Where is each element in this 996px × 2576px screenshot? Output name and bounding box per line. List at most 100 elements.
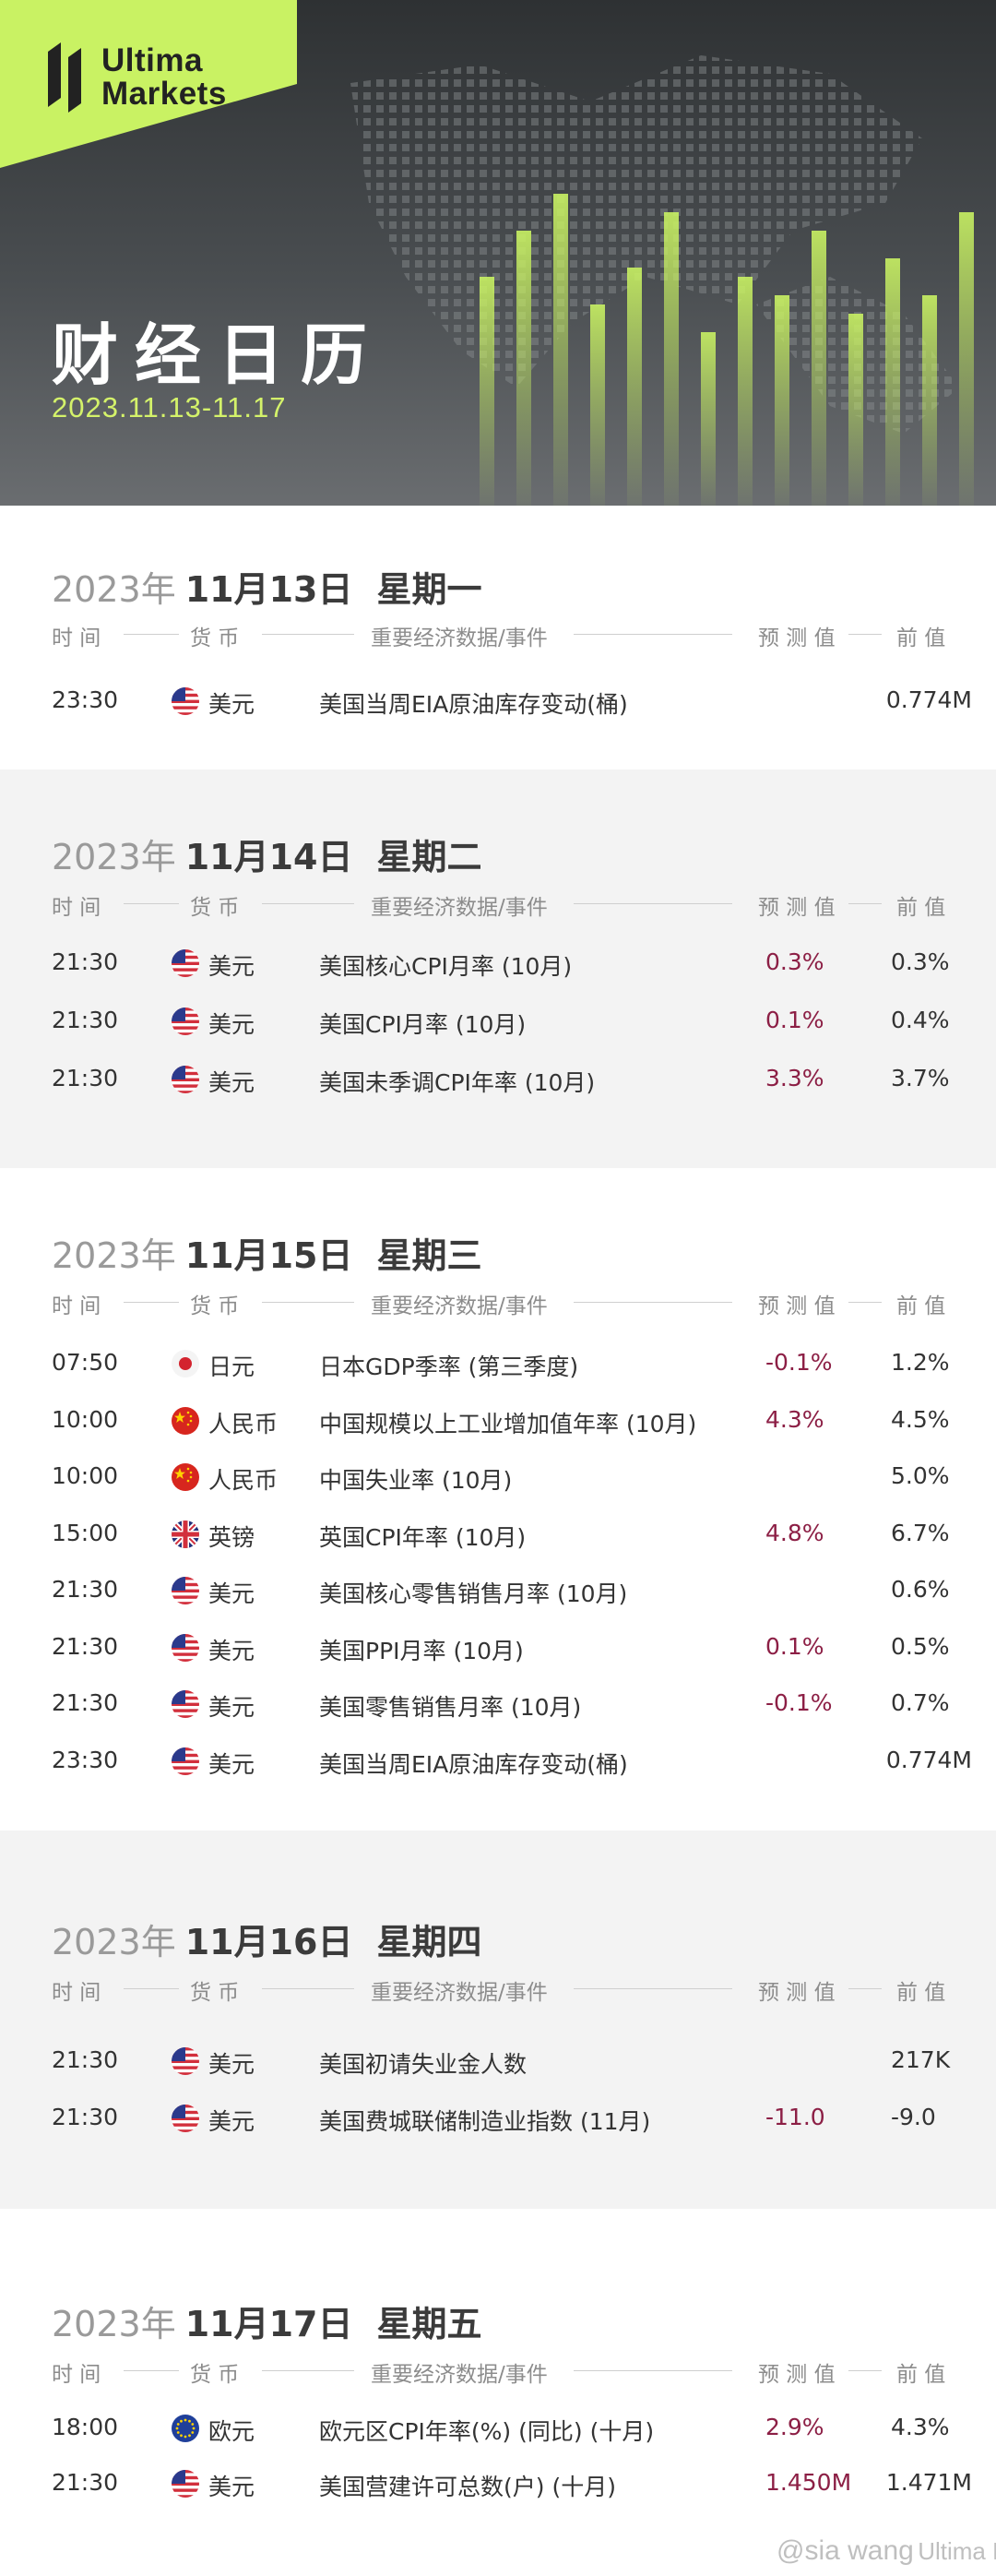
- china-flag-icon: [172, 1463, 199, 1491]
- uk-flag-icon: [172, 1520, 199, 1548]
- event-time: 21:30: [52, 1576, 119, 1603]
- event-currency: 英镑: [208, 1523, 255, 1551]
- day-date: 11月15日: [184, 1235, 353, 1276]
- event-row: 07:50 日元 日本GDP季率 (第三季度) -0.1% 1.2%: [0, 1345, 996, 1382]
- event-name: 美国未季调CPI年率 (10月): [319, 1069, 596, 1096]
- day-date: 11月14日: [184, 837, 353, 877]
- event-name: 美国PPI月率 (10月): [319, 1637, 524, 1664]
- event-forecast: 4.8%: [765, 1519, 824, 1546]
- header-background-chart: [350, 55, 974, 506]
- col-time: 时 间: [52, 896, 101, 920]
- us-flag-icon: [172, 2470, 199, 2498]
- event-time: 21:30: [52, 2104, 119, 2130]
- event-time: 15:00: [52, 1519, 119, 1546]
- event-previous: 0.6%: [891, 1576, 950, 1603]
- event-forecast: 4.3%: [765, 1405, 824, 1433]
- event-time: 23:30: [52, 686, 119, 713]
- event-previous: 0.5%: [891, 1632, 950, 1660]
- event-currency: 美元: [208, 953, 255, 980]
- event-forecast: 0.1%: [765, 1007, 824, 1033]
- col-event: 重要经济数据/事件: [371, 2363, 548, 2387]
- event-name: 美国核心CPI月率 (10月): [319, 953, 573, 980]
- event-currency: 人民币: [208, 1410, 279, 1437]
- event-name: 日本GDP季率 (第三季度): [319, 1354, 579, 1380]
- day-weekday: 星期二: [376, 837, 482, 877]
- col-event: 重要经济数据/事件: [371, 626, 548, 650]
- day-section: [0, 769, 996, 1168]
- col-previous: 前 值: [896, 2363, 946, 2387]
- day-heading: 2023年 11月17日 星期五: [52, 2296, 482, 2346]
- event-currency: 美元: [208, 1637, 255, 1664]
- event-time: 21:30: [52, 1007, 119, 1033]
- event-previous: 3.7%: [891, 1065, 950, 1091]
- event-name: 中国失业率 (10月): [319, 1467, 513, 1494]
- day-weekday: 星期四: [376, 1922, 482, 1962]
- us-flag-icon: [172, 1066, 199, 1093]
- event-row: 21:30 美元 美国核心零售销售月率 (10月) 0.6%: [0, 1572, 996, 1609]
- event-time: 07:50: [52, 1349, 119, 1376]
- us-flag-icon: [172, 1008, 199, 1035]
- event-row: 21:30 美元 美国费城联储制造业指数 (11月) -11.0 -9.0: [0, 2100, 996, 2137]
- column-header: 时 间 货 币 重要经济数据/事件 预 测 值 前 值: [0, 1974, 996, 2005]
- event-currency: 美元: [208, 2474, 255, 2500]
- col-forecast: 预 测 值: [758, 896, 836, 920]
- event-previous: 6.7%: [891, 1519, 950, 1546]
- col-currency: 货 币: [190, 1294, 240, 1318]
- event-row: 21:30 美元 美国营建许可总数(户) (十月) 1.450M 1.471M: [0, 2465, 996, 2502]
- col-time: 时 间: [52, 626, 101, 650]
- day-heading: 2023年 11月15日 星期三: [52, 1227, 482, 1278]
- event-currency: 美元: [208, 691, 255, 718]
- event-name: 英国CPI年率 (10月): [319, 1523, 527, 1551]
- col-event: 重要经济数据/事件: [371, 896, 548, 920]
- event-row: 15:00 英镑 英国CPI年率 (10月) 4.8% 6.7%: [0, 1516, 996, 1553]
- brand-mark-icon: [48, 42, 81, 113]
- event-previous: 5.0%: [891, 1462, 950, 1489]
- event-currency: 美元: [208, 2108, 255, 2135]
- day-heading: 2023年 11月13日 星期一: [52, 561, 482, 612]
- us-flag-icon: [172, 1690, 199, 1718]
- event-row: 21:30 美元 美国核心CPI月率 (10月) 0.3% 0.3%: [0, 945, 996, 982]
- event-currency: 美元: [208, 1750, 255, 1778]
- event-currency: 欧元: [208, 2418, 255, 2445]
- event-row: 10:00 人民币 中国规模以上工业增加值年率 (10月) 4.3% 4.5%: [0, 1402, 996, 1439]
- day-weekday: 星期一: [376, 569, 482, 610]
- event-name: 欧元区CPI年率(%) (同比) (十月): [319, 2418, 655, 2445]
- us-flag-icon: [172, 949, 199, 977]
- event-previous: -9.0: [891, 2104, 936, 2130]
- date-range: 2023.11.13-11.17: [52, 391, 287, 423]
- event-previous: 0.774M: [885, 1746, 972, 1773]
- us-flag-icon: [172, 2047, 199, 2075]
- col-currency: 货 币: [190, 2363, 240, 2387]
- day-date: 11月17日: [184, 2304, 353, 2344]
- event-row: 23:30 美元 美国当周EIA原油库存变动(桶) 0.774M: [0, 683, 996, 720]
- event-time: 21:30: [52, 1065, 119, 1091]
- page-title: 财经日历: [52, 316, 385, 394]
- col-time: 时 间: [52, 1294, 101, 1318]
- day-heading: 2023年 11月16日 星期四: [52, 1914, 482, 1964]
- event-time: 23:30: [52, 1746, 119, 1773]
- event-previous: 0.3%: [891, 948, 950, 975]
- event-currency: 日元: [208, 1354, 255, 1380]
- event-forecast: -11.0: [765, 2104, 825, 2130]
- event-previous: 1.471M: [885, 2469, 972, 2496]
- col-time: 时 间: [52, 2363, 101, 2387]
- col-forecast: 预 测 值: [758, 1294, 836, 1318]
- event-currency: 人民币: [208, 1467, 279, 1494]
- col-event: 重要经济数据/事件: [371, 1981, 548, 2005]
- us-flag-icon: [172, 2105, 199, 2132]
- day-weekday: 星期五: [376, 2304, 482, 2344]
- column-header: 时 间 货 币 重要经济数据/事件 预 测 值 前 值: [0, 1288, 996, 1318]
- event-forecast: 2.9%: [765, 2414, 824, 2440]
- event-forecast: 1.450M: [765, 2469, 852, 2496]
- us-flag-icon: [172, 1633, 199, 1662]
- event-currency: 美元: [208, 2051, 255, 2078]
- event-currency: 美元: [208, 1011, 255, 1038]
- us-flag-icon: [172, 1747, 199, 1775]
- event-time: 21:30: [52, 2469, 119, 2496]
- day-year: 2023年: [52, 837, 176, 877]
- event-row: 21:30 美元 美国PPI月率 (10月) 0.1% 0.5%: [0, 1629, 996, 1666]
- event-name: 中国规模以上工业增加值年率 (10月): [319, 1410, 697, 1437]
- us-flag-icon: [172, 687, 199, 715]
- day-heading: 2023年 11月14日 星期二: [52, 829, 482, 879]
- event-row: 23:30 美元 美国当周EIA原油库存变动(桶) 0.774M: [0, 1743, 996, 1780]
